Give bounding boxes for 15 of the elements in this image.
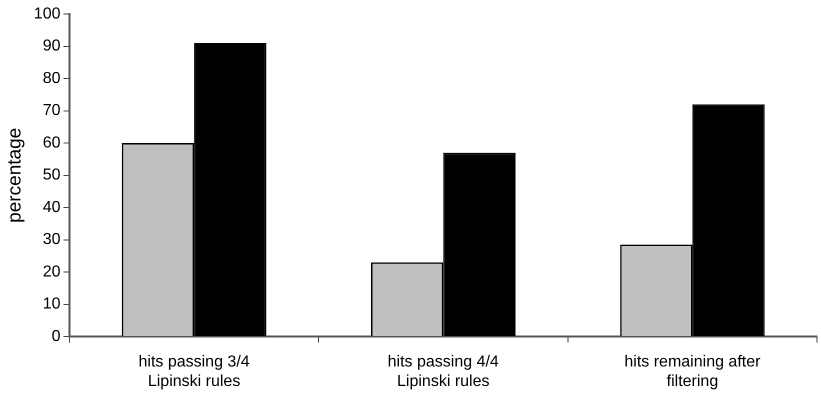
y-tick-label: 100 — [34, 5, 61, 22]
y-tick-label: 90 — [42, 38, 61, 55]
y-tick-label: 10 — [42, 296, 61, 313]
x-tick-label: hits remaining after filtering — [624, 354, 762, 390]
y-tick-label: 0 — [52, 328, 61, 346]
y-tick-label: 70 — [42, 102, 61, 120]
y-tick-label: 60 — [42, 134, 61, 152]
y-tick-label: 80 — [42, 70, 61, 87]
x-tick-label: hits passing 3/4 Lipinski rules — [138, 354, 250, 390]
x-tick-label: hits passing 4/4 Lipinski rules — [388, 354, 499, 390]
y-axis-title: percentage — [4, 128, 26, 223]
y-tick-label: 50 — [42, 166, 61, 184]
y-tick-label: 40 — [42, 198, 61, 216]
y-tick-label: 30 — [42, 231, 61, 248]
y-tick-label: 20 — [42, 263, 61, 280]
